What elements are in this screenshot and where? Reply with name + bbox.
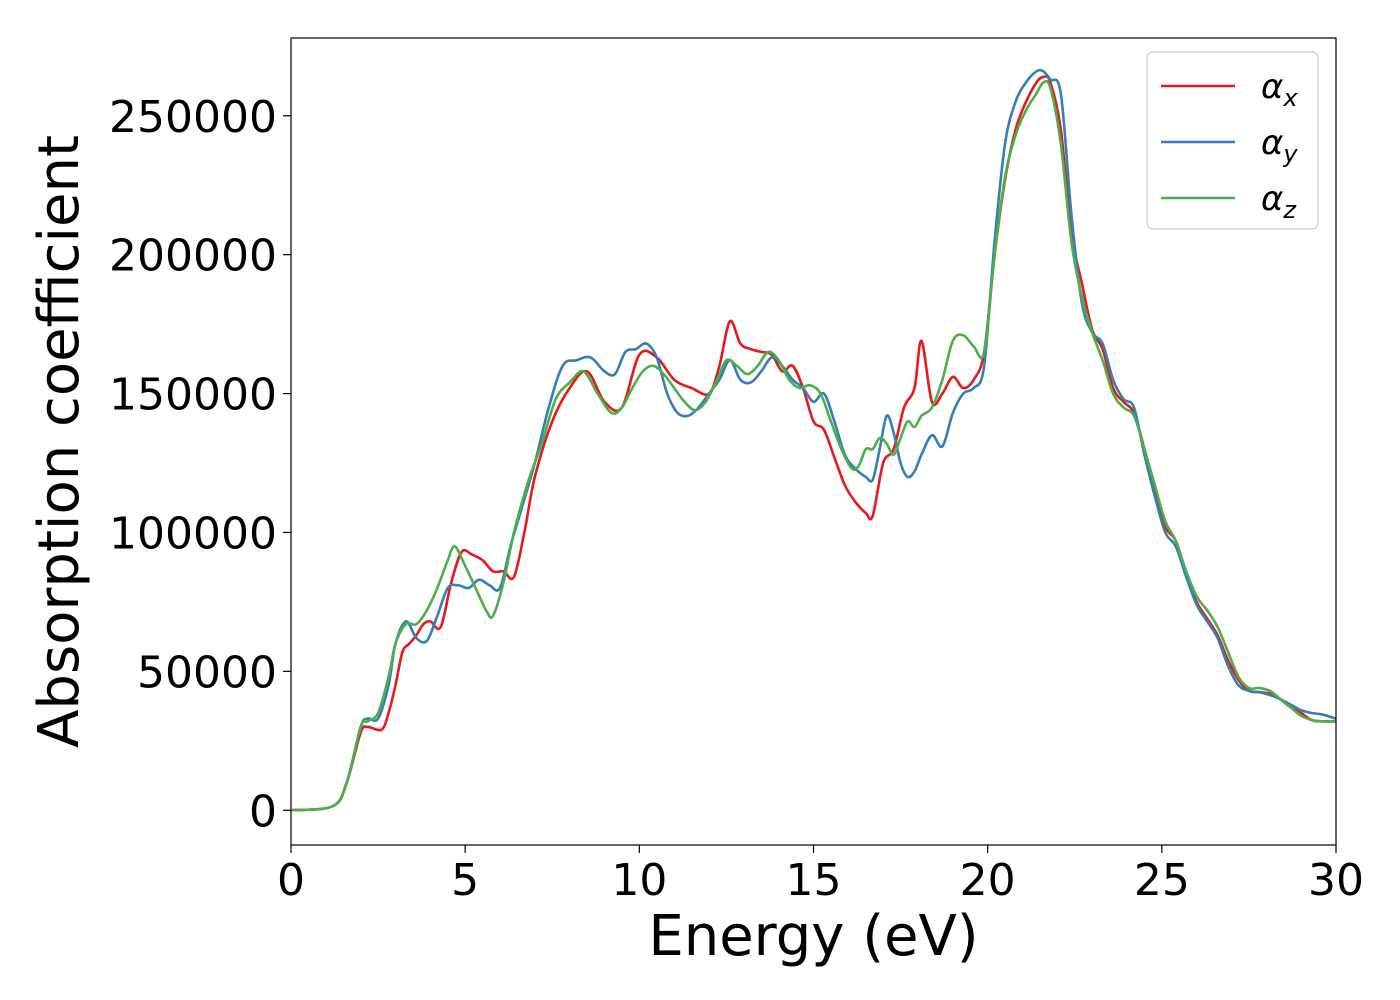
y-tick-label: 200000: [109, 231, 277, 282]
legend-items: αx αy αz: [1161, 67, 1298, 224]
x-axis-label: Energy (eV): [648, 904, 978, 969]
legend-label: αx: [1261, 67, 1298, 112]
x-tick-label: 25: [1134, 855, 1190, 906]
x-tick-label: 15: [786, 855, 842, 906]
legend-label: αy: [1261, 123, 1298, 168]
series-layer: [291, 68, 1336, 812]
legend: αx αy αz: [1146, 51, 1319, 230]
y-tick-label: 100000: [109, 508, 277, 559]
legend-box: [1146, 51, 1319, 230]
y-tick-label: 150000: [109, 370, 277, 421]
y-axis-label: Absorption coefficient: [27, 135, 92, 748]
x-tick-label: 20: [960, 855, 1016, 906]
legend-item-alpha-z: αz: [1161, 179, 1297, 224]
y-axis-ticks: 0 50000 100000 150000 200000 250000: [109, 92, 291, 837]
x-tick-label: 0: [277, 855, 305, 906]
series-line-alpha-z: [291, 79, 1336, 812]
series-line-alpha-y: [291, 68, 1336, 812]
legend-label: αz: [1261, 179, 1297, 224]
x-tick-label: 30: [1308, 855, 1364, 906]
x-axis-ticks: 0 5 10 15 20 25 30: [277, 845, 1364, 906]
y-tick-label: 250000: [109, 92, 277, 143]
x-tick-label: 10: [611, 855, 667, 906]
x-tick-label: 5: [451, 855, 479, 906]
y-tick-label: 0: [249, 786, 277, 837]
y-tick-label: 50000: [137, 647, 277, 698]
series-line-alpha-x: [291, 75, 1336, 812]
legend-item-alpha-y: αy: [1161, 123, 1298, 168]
legend-item-alpha-x: αx: [1161, 67, 1298, 112]
